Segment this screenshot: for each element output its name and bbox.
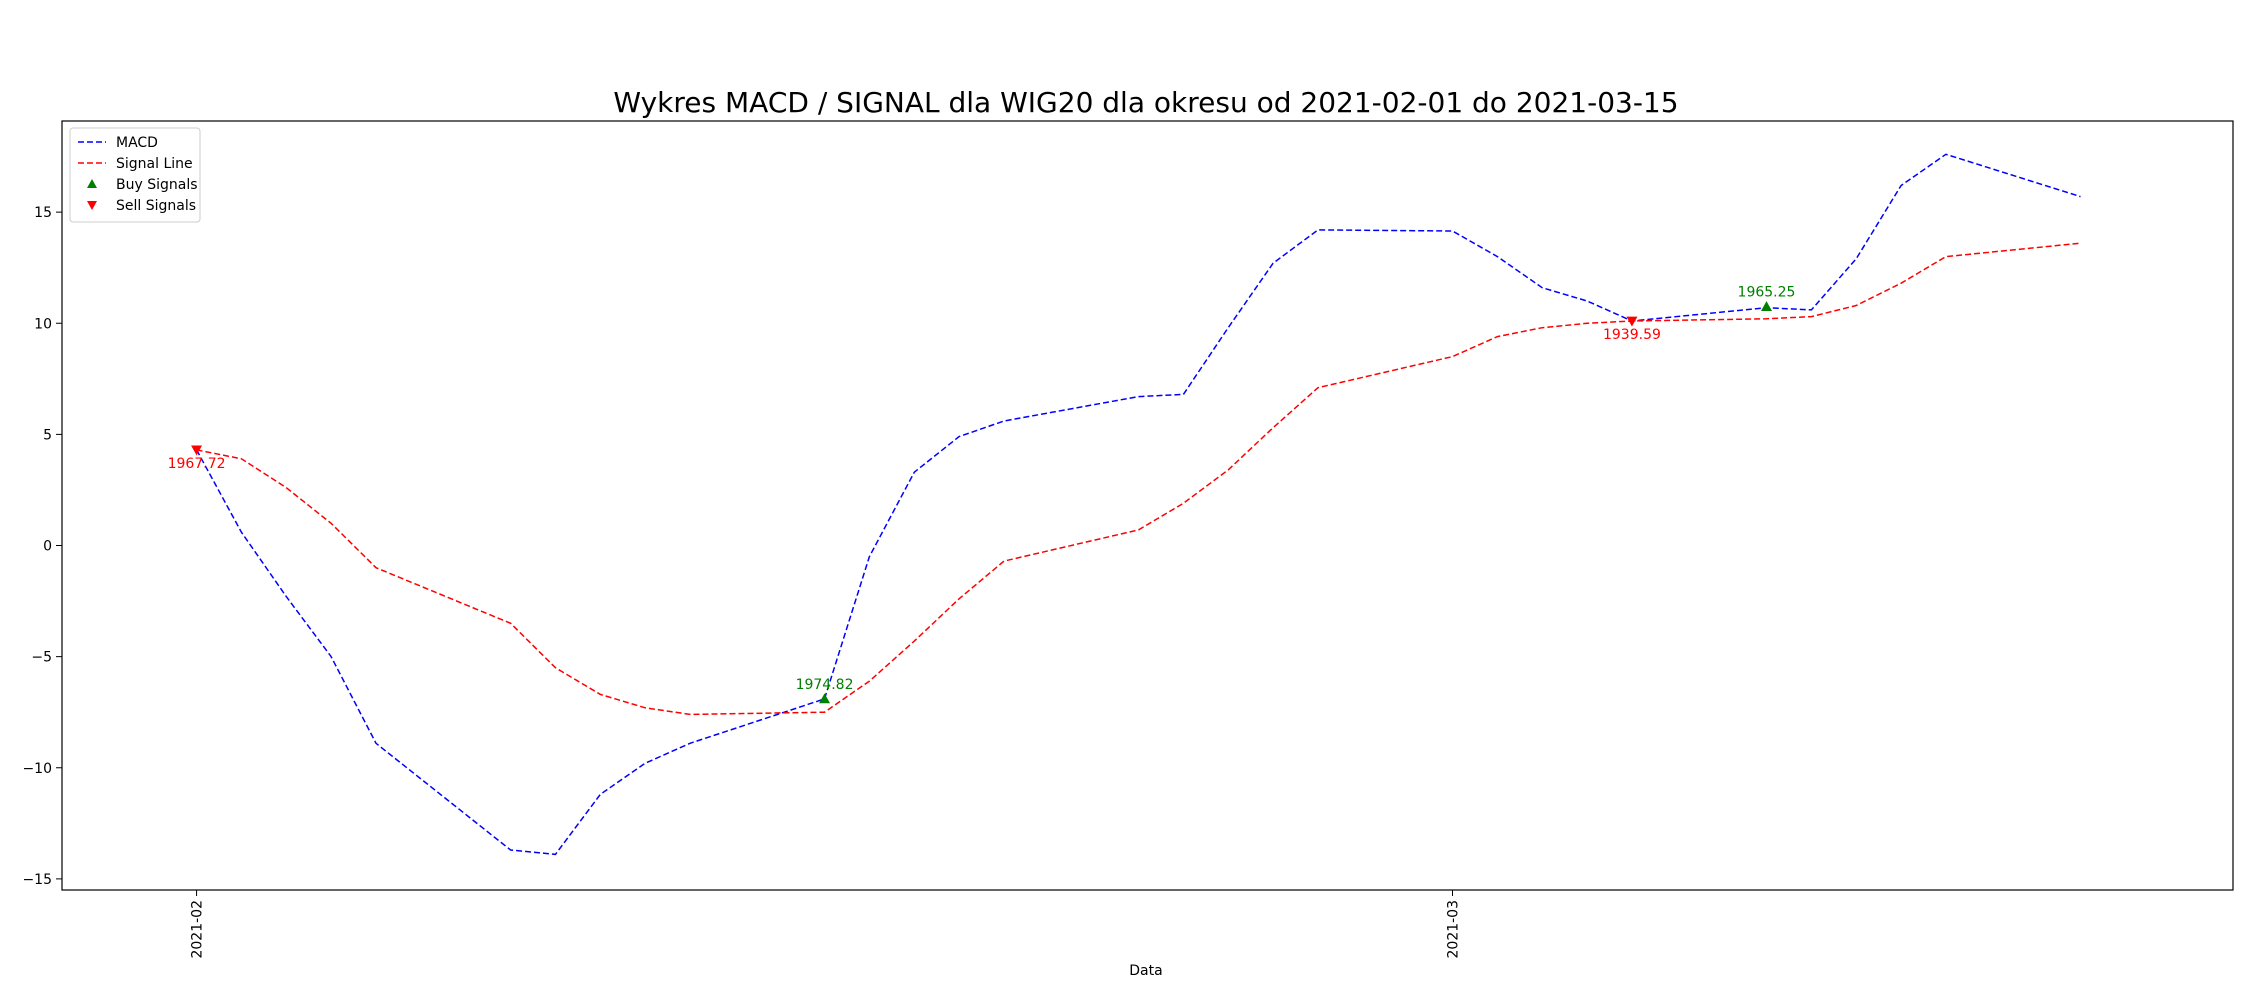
signal-markers: 1974.82 1965.25 1967.72 1939.59 xyxy=(168,285,1796,704)
y-tick-label: 5 xyxy=(43,427,52,443)
buy-signal-label: 1965.25 xyxy=(1738,285,1796,301)
axes: −15 −10 −5 0 5 10 15 2021-02 2021-03 xyxy=(22,205,1461,958)
y-tick-label: −5 xyxy=(31,650,52,666)
x-axis-label: Data xyxy=(1129,963,1162,979)
plot-frame xyxy=(61,120,2234,891)
series-lines xyxy=(195,153,2081,856)
sell-signal-marker xyxy=(1626,316,1638,327)
buy-signal-marker xyxy=(819,693,831,704)
y-tick-label: 0 xyxy=(43,539,52,555)
legend-label: Sell Signals xyxy=(116,198,196,214)
sell-signal-marker xyxy=(191,445,203,456)
legend: MACD Signal Line Buy Signals Sell Signals xyxy=(69,127,201,223)
signal-line-line xyxy=(196,242,2081,716)
legend-swatch xyxy=(87,179,97,188)
legend-swatch xyxy=(87,201,97,210)
legend-label: Signal Line xyxy=(116,156,193,172)
y-tick-label: −15 xyxy=(22,872,52,888)
legend-label: MACD xyxy=(116,135,158,151)
y-tick-label: −10 xyxy=(22,761,52,777)
legend-label: Buy Signals xyxy=(116,177,198,193)
macd-line xyxy=(195,153,2081,856)
x-tick-label: 2021-02 xyxy=(190,900,206,959)
y-tick-label: 15 xyxy=(34,205,52,221)
legend-box xyxy=(69,127,201,223)
sell-signal-label: 1967.72 xyxy=(168,456,226,472)
buy-signal-label: 1974.82 xyxy=(796,677,854,693)
buy-signal-marker xyxy=(1761,301,1773,311)
x-tick-label: 2021-03 xyxy=(1446,900,1462,959)
y-tick-label: 10 xyxy=(34,316,52,332)
chart-title: Wykres MACD / SIGNAL dla WIG20 dla okres… xyxy=(613,86,1678,119)
sell-signal-label: 1939.59 xyxy=(1603,327,1661,343)
